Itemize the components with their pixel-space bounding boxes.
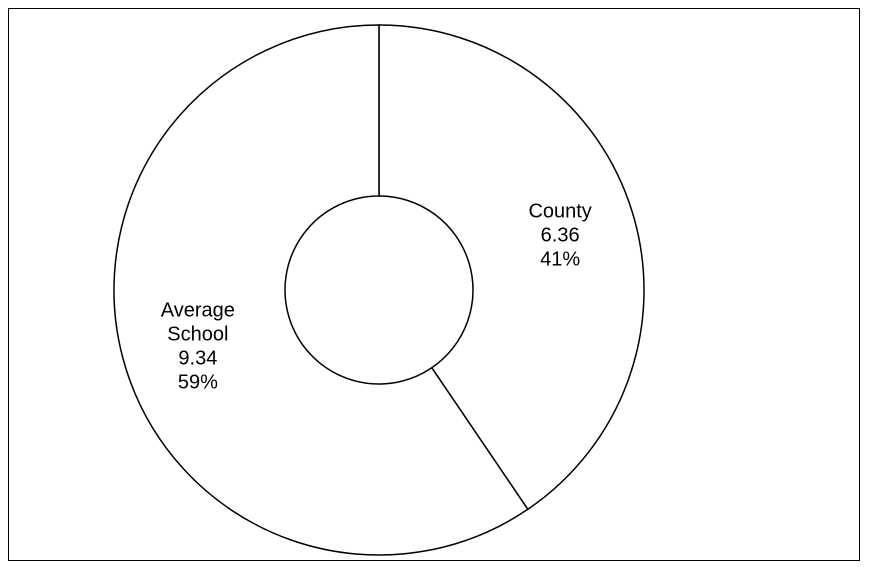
slice-label-line: 41% (540, 248, 580, 270)
slice-labels: County 6.36 41% Average School 9.34 59% (161, 200, 592, 393)
slice-label-line: County (528, 200, 591, 222)
slice-label-line: 9.34 (178, 348, 217, 370)
donut-slice-1 (113, 24, 529, 556)
slice-label-line: School (167, 324, 228, 346)
slice-label-line: Average (161, 300, 235, 322)
donut-slice-0 (378, 24, 645, 511)
slice-label-line: 59% (178, 372, 218, 394)
donut-slices (113, 24, 645, 556)
slice-label-line: 6.36 (541, 224, 580, 246)
slice-label-0: County 6.36 41% (528, 200, 591, 270)
slice-label-1: Average School 9.34 59% (161, 300, 235, 394)
